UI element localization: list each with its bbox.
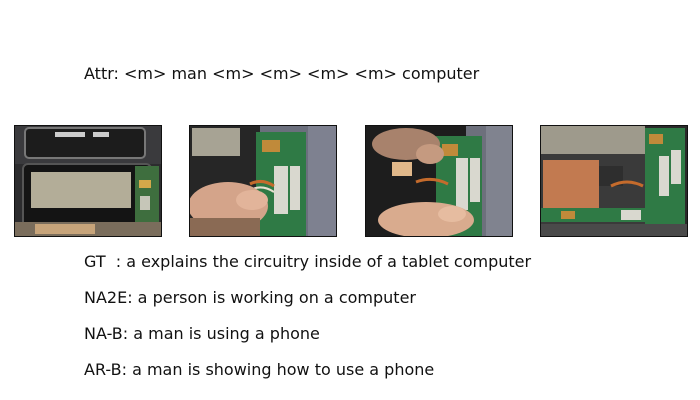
video-frame-1 (14, 125, 162, 237)
video-frame-4 (540, 125, 688, 237)
caption-gt: GT : a explains the circuitry inside of … (84, 252, 532, 271)
caption-ar-b: AR-B: a man is showing how to use a phon… (84, 360, 435, 379)
video-frame-2 (189, 125, 337, 237)
attribute-caption: Attr: <m> man <m> <m> <m> <m> computer (84, 64, 480, 83)
video-frame-strip (14, 125, 688, 237)
caption-na2e: NA2E: a person is working on a computer (84, 288, 416, 307)
caption-na-b: NA-B: a man is using a phone (84, 324, 320, 343)
video-frame-3 (365, 125, 513, 237)
